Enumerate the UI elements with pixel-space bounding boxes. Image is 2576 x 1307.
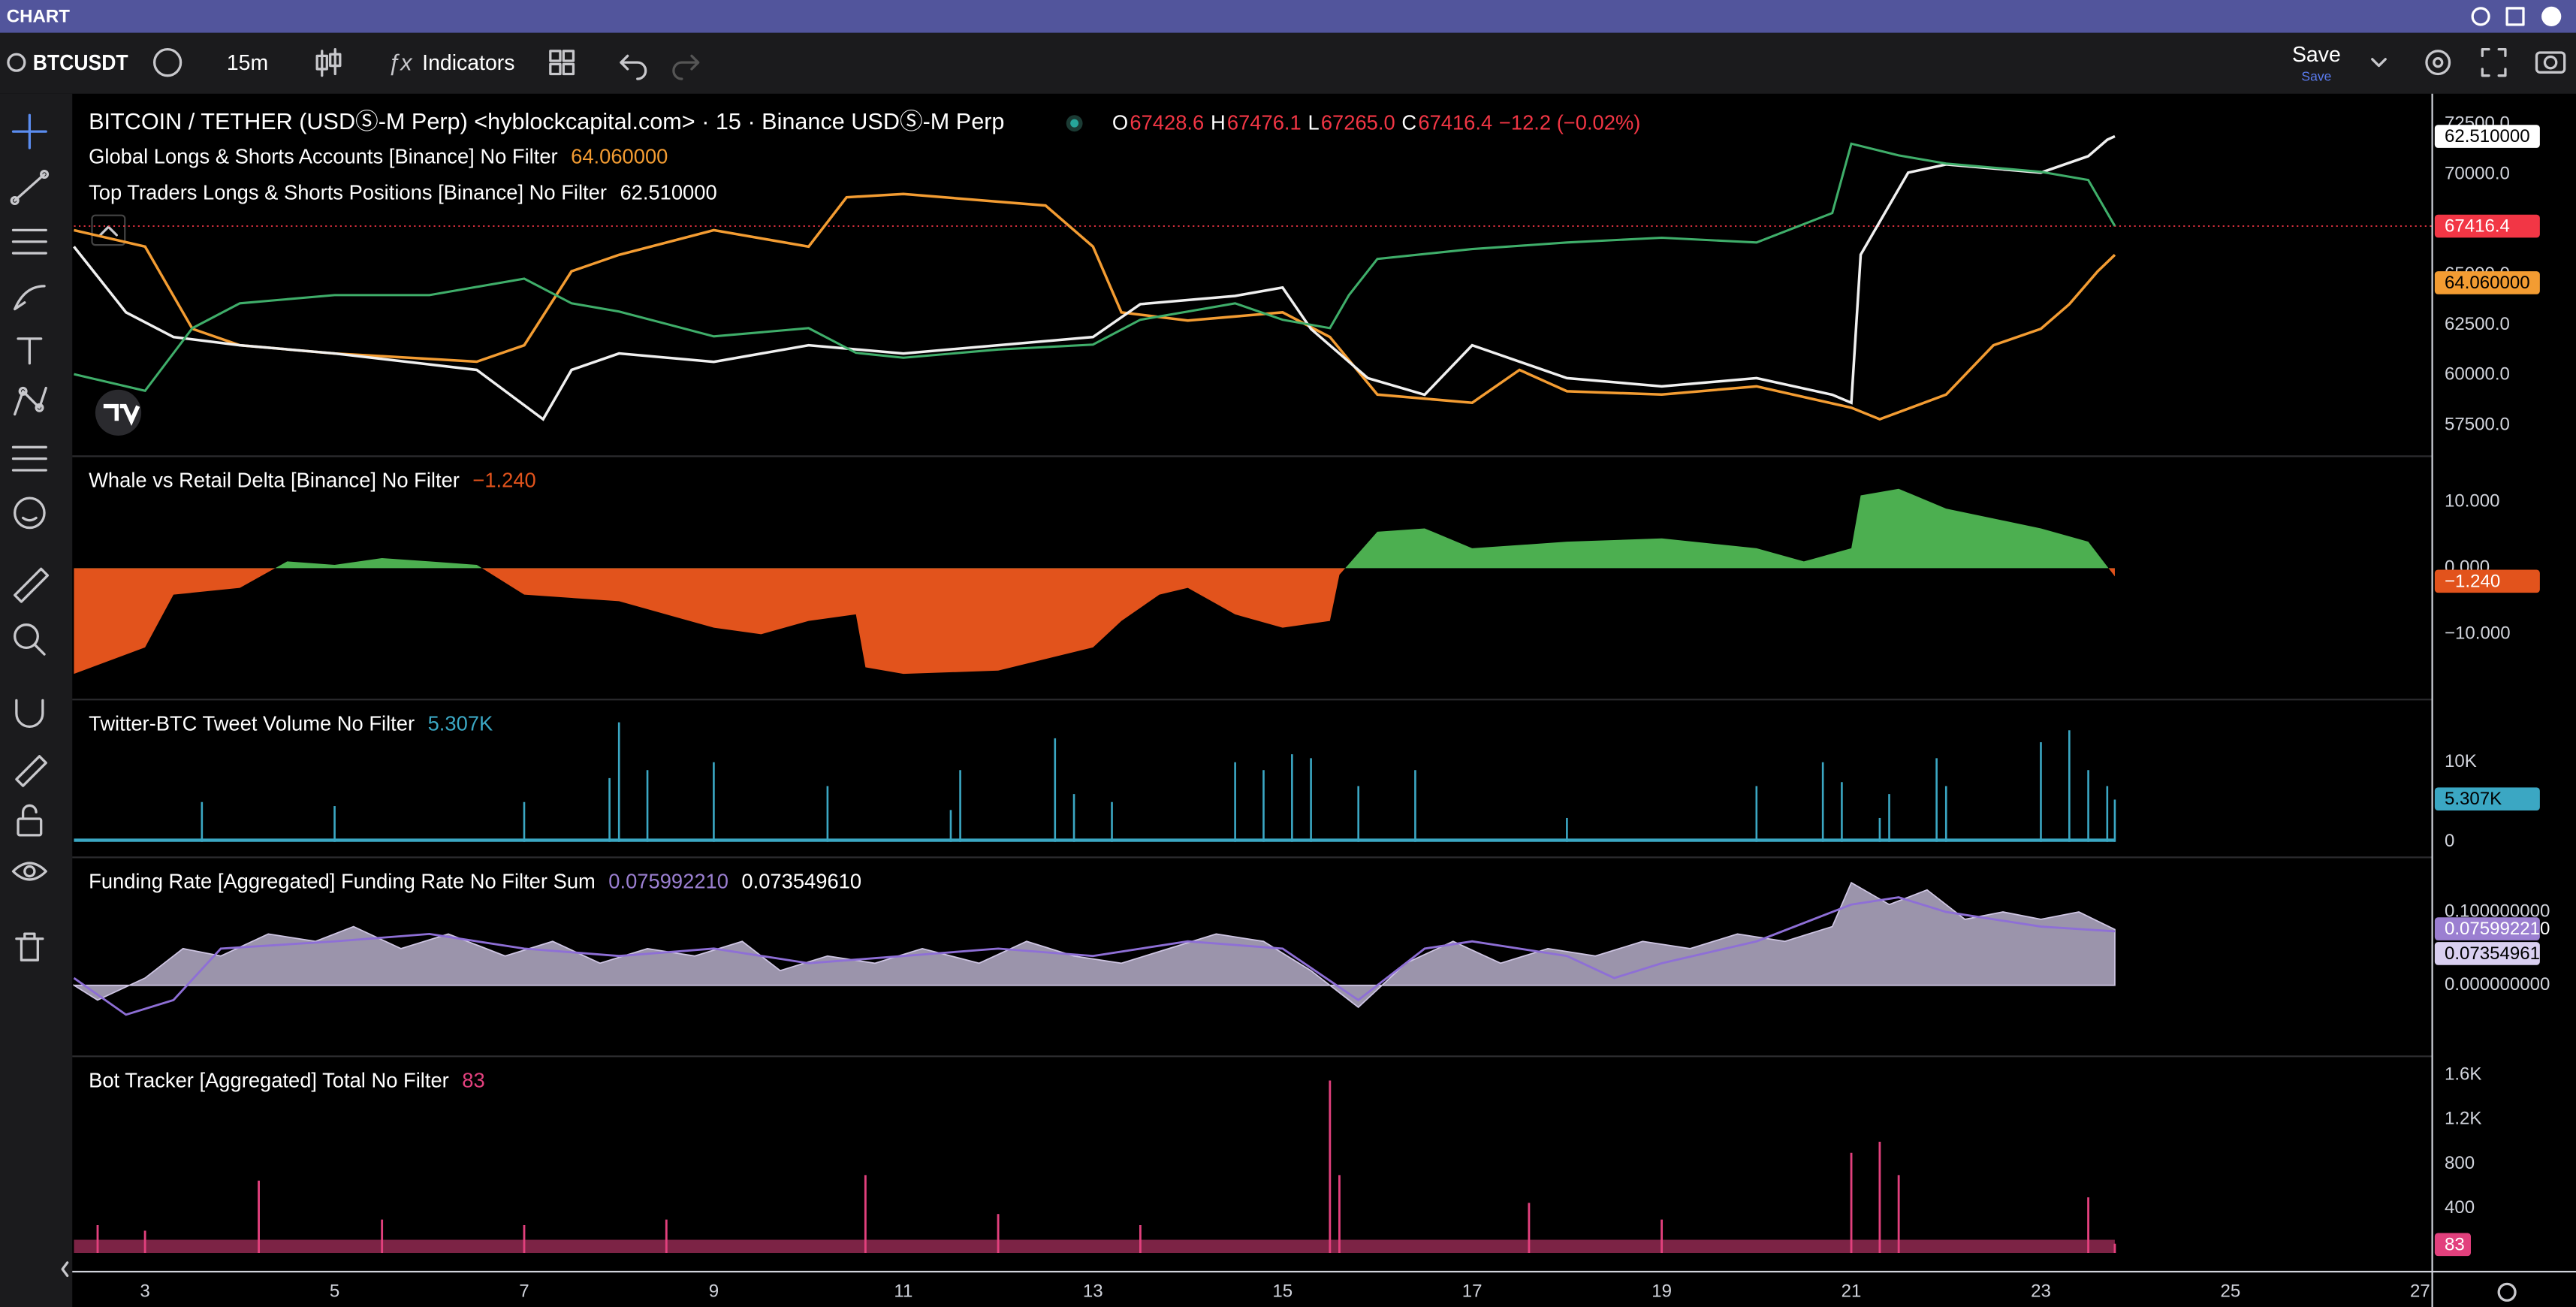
price-badge-bg [2434,214,2540,238]
y-tick-label: 57500.0 [2445,415,2510,435]
ohlc-key: L [1308,110,1319,134]
pane-title: Bot Tracker [Aggregated] Total No Filter [89,1068,449,1091]
x-tick-label: 17 [1462,1281,1483,1302]
symbol[interactable]: BTCUSDT [33,51,128,75]
pane-value: 5.307K [428,711,493,735]
funding-badge: 0.073549610 [2445,943,2550,964]
funding-badge-bg [2434,942,2540,965]
x-tick-label: 25 [2221,1281,2241,1302]
redo[interactable] [672,54,700,80]
x-tick-label: 27 [2410,1281,2430,1302]
indicators-button[interactable]: Indicators [422,51,514,75]
delta-area [74,488,2115,675]
ohlc-key: C [1401,110,1416,134]
undo[interactable] [620,54,647,80]
ohlc-value: 67416.4 [1418,110,1492,134]
pane-title: Whale vs Retail Delta [Binance] No Filte… [89,468,460,491]
drawing-tools[interactable] [10,113,50,961]
ohlc-value: 67428.6 [1130,110,1204,134]
bot-badge-bg [2434,1233,2471,1257]
ohlc-value: 67265.0 [1321,110,1395,134]
drawing-toolbar [0,93,73,1307]
ohlc-value: 67476.1 [1227,110,1302,134]
ohlc-key: H [1211,110,1226,134]
y-tick-label: 10.000 [2445,491,2500,512]
pane-value: 83 [462,1068,484,1091]
y-tick-label: 1.2K [2445,1109,2481,1129]
title-bar [0,0,2576,33]
x-tick-label: 15 [1272,1281,1293,1302]
x-tick-label: 19 [1651,1281,1672,1302]
y-tick-label: 0.000000000 [2445,974,2550,995]
indicator-badge: 64.060000 [2445,273,2530,293]
delta-badge: −1.240 [2445,571,2500,591]
funding-badge-bg [2434,917,2540,940]
toolbar [0,32,2576,94]
indicator-name: Top Traders Longs & Shorts Positions [Bi… [89,180,607,204]
funding-line [73,896,2116,1016]
bot-badge: 83 [2445,1234,2465,1254]
x-tick-label: 13 [1083,1281,1103,1302]
funding-badge: 0.075992210 [2445,919,2550,939]
ohlc-key: O [1112,110,1128,134]
x-tick-label: 9 [709,1281,719,1302]
x-tick-label: 11 [894,1281,912,1302]
pane-separators [72,93,2576,1307]
y-tick-label: 0 [2445,831,2454,851]
indicator-value: 64.060000 [571,144,668,168]
indicator-value: 62.510000 [620,180,716,204]
x-tick-label: 23 [2031,1281,2051,1302]
y-tick-label: 70000.0 [2445,163,2510,183]
y-tick-label: 800 [2445,1153,2475,1173]
symbol-title: BITCOIN / TETHER (USDⓈ-M Perp) <hyblockc… [89,109,1004,134]
save-menu[interactable] [2371,58,2387,68]
delta-badge-bg [2434,569,2540,593]
y-tick-label: 60000.0 [2445,364,2510,385]
price-change: −12.2 (−0.02%) [1499,110,1640,134]
save-button[interactable]: Save [2292,43,2341,67]
x-tick-label: 5 [330,1281,339,1302]
tweet-badge: 5.307K [2445,789,2502,809]
toolbar-right-icons[interactable] [2425,48,2566,77]
price-badge: 67416.4 [2445,216,2510,236]
pane-value: 0.073549610 [741,870,861,893]
tweet-badge-bg [2434,787,2540,811]
pane-title: Twitter-BTC Tweet Volume No Filter [89,711,415,735]
pane-value: −1.240 [472,468,535,491]
indicator-badge-bg [2434,125,2540,148]
indicator-badge: 62.510000 [2445,126,2530,146]
indicator-badge-bg [2434,271,2540,294]
funding-area [73,881,2116,1009]
collapse-sidebar[interactable] [61,1261,69,1278]
y-tick-label: 10K [2445,751,2477,771]
y-tick-label: 62500.0 [2445,314,2510,334]
indicators-icon[interactable]: ƒx [388,50,413,75]
x-tick-label: 21 [1842,1281,1862,1302]
layouts[interactable] [549,50,575,76]
chart-type[interactable] [315,48,342,77]
interval[interactable]: 15m [227,51,268,75]
x-tick-label: 3 [140,1281,149,1302]
axis-settings[interactable] [2497,1282,2517,1302]
y-tick-label: 400 [2445,1197,2475,1218]
market-status-dot [1070,119,1079,128]
indicator-name: Global Longs & Shorts Accounts [Binance]… [89,144,558,168]
tv-logo [95,389,142,436]
window-controls[interactable] [2471,6,2562,27]
save-subtitle: Save [2301,68,2331,83]
pane-value: 0.075992210 [608,870,728,893]
price-line [74,142,2116,392]
bot-baseline [74,1239,2115,1254]
pane-title: Funding Rate [Aggregated] Funding Rate N… [89,870,596,893]
search-icon[interactable] [7,53,26,72]
window-title: CHART [7,6,70,26]
indicator-line [73,134,2116,421]
y-tick-label: 1.6K [2445,1064,2481,1085]
y-tick-label: −10.000 [2445,623,2511,644]
add-symbol[interactable] [152,48,182,77]
x-tick-label: 7 [519,1281,529,1302]
